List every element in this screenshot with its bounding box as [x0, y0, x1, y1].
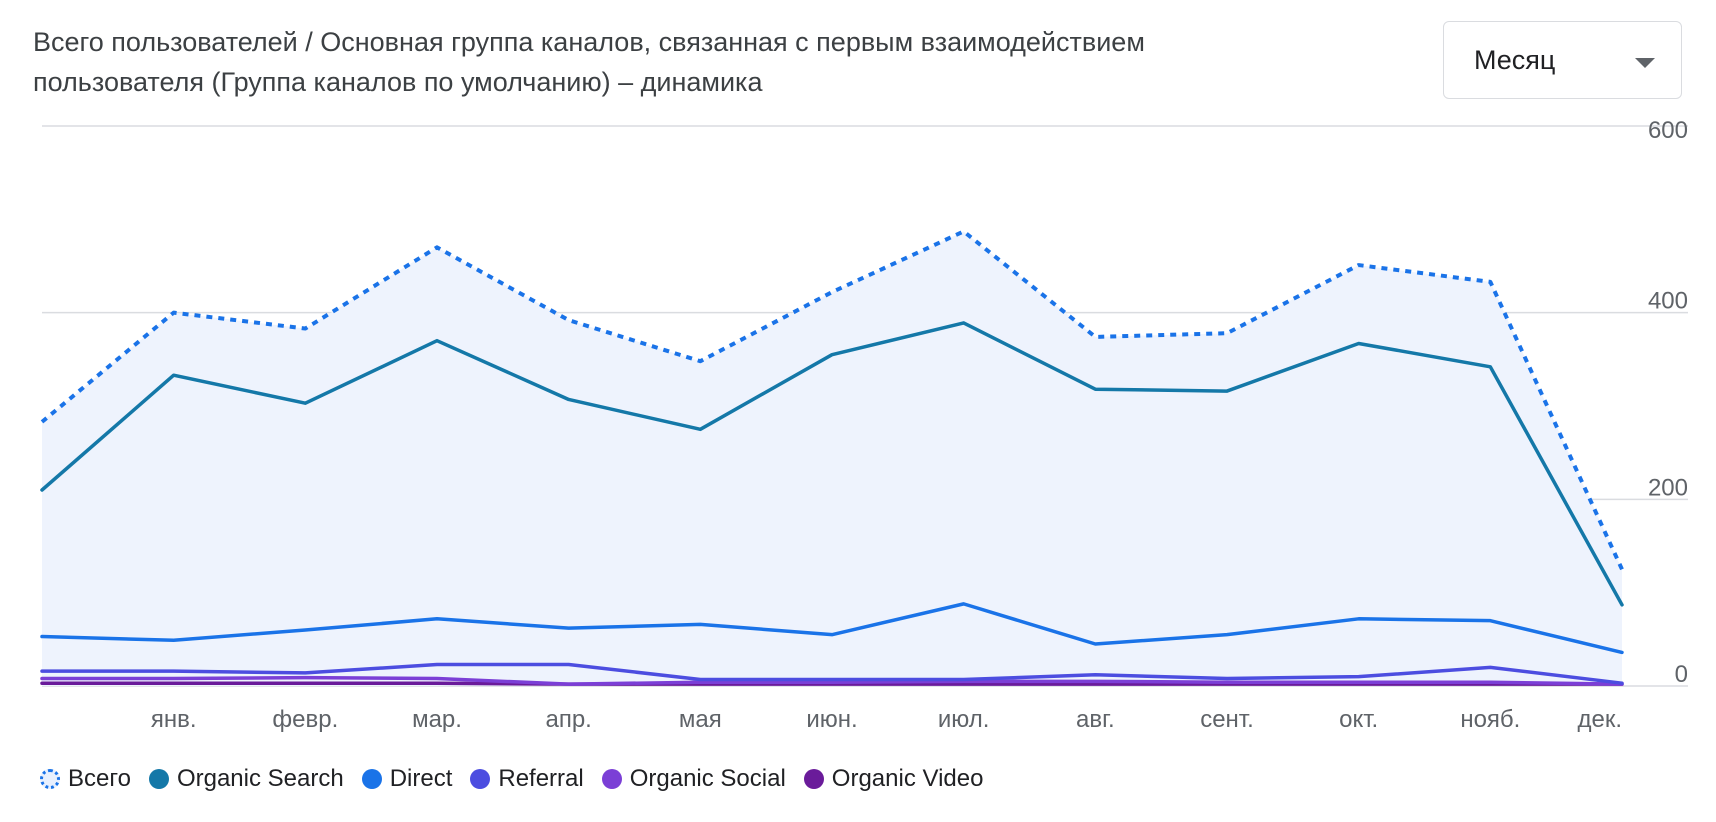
chart-title: Всего пользователей / Основная группа ка…	[33, 27, 1145, 97]
x-tick-label: окт.	[1339, 706, 1378, 733]
period-dropdown[interactable]: Месяц	[1443, 21, 1682, 99]
series-line-referral	[40, 662, 1624, 685]
chevron-down-icon	[1635, 58, 1655, 68]
series-line-direct	[40, 602, 1624, 655]
legend-swatch	[40, 769, 60, 789]
legend-item[interactable]: Organic Video	[803, 765, 984, 793]
legend-swatch	[601, 769, 622, 789]
y-tick-label: 0	[1675, 661, 1688, 688]
legend-label: Organic Search	[176, 765, 344, 792]
legend-swatch	[470, 769, 491, 789]
series-line-organic-social	[40, 675, 1624, 686]
legend-item[interactable]: Direct	[361, 765, 453, 793]
series-line-organic-search	[40, 321, 1624, 607]
x-tick-label: июн.	[806, 706, 857, 733]
y-tick-label: 200	[1648, 474, 1688, 501]
x-tick-label: июл.	[938, 706, 990, 733]
legend-item[interactable]: Organic Social	[601, 765, 786, 793]
legend-label: Organic Social	[629, 765, 786, 792]
series-line-organic-video	[40, 681, 1624, 686]
x-tick-label: янв.	[151, 706, 197, 733]
legend-swatch	[148, 769, 169, 789]
legend-item[interactable]: Referral	[470, 765, 584, 793]
x-tick-label: нояб.	[1460, 706, 1520, 733]
x-tick-label: февр.	[272, 706, 338, 733]
line-chart: 0 200 400 600 янв. февр. мар. апр. мая июн. июл. ав…	[40, 117, 1688, 733]
period-dropdown-value: Месяц	[1474, 44, 1556, 75]
legend-label: Organic Video	[831, 765, 984, 792]
series-area-total	[42, 231, 1622, 686]
x-tick-label: мар.	[412, 706, 462, 733]
legend-label: Всего	[68, 765, 131, 792]
chart-legend: Всего Organic Search Direct Referral Organic…	[40, 765, 1001, 793]
legend-swatch	[803, 769, 824, 789]
x-tick-label: апр.	[545, 706, 591, 733]
y-tick-label: 400	[1648, 288, 1688, 315]
legend-item[interactable]: Organic Search	[148, 765, 344, 793]
x-tick-label: дек.	[1577, 706, 1622, 733]
legend-label: Referral	[498, 765, 584, 792]
legend-label: Direct	[389, 765, 453, 792]
series-line-всего	[40, 229, 1624, 571]
x-tick-label: мая	[679, 706, 722, 733]
x-tick-label: авг.	[1076, 706, 1115, 733]
legend-swatch	[361, 769, 382, 789]
legend-item[interactable]: Всего	[40, 765, 131, 793]
y-tick-label: 600	[1648, 117, 1688, 144]
x-tick-label: сент.	[1200, 706, 1254, 733]
